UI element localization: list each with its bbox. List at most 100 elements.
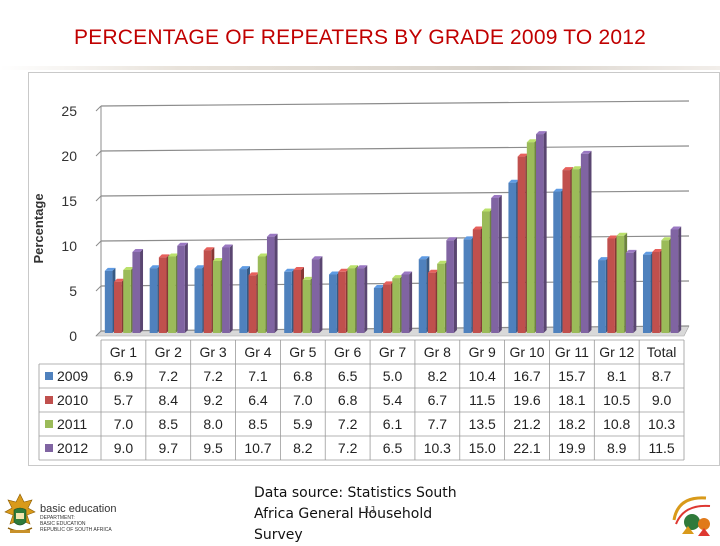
data-label: 7.0 <box>114 416 134 432</box>
data-label: 9.0 <box>114 440 134 456</box>
data-label: 22.1 <box>513 440 540 456</box>
bar <box>168 256 176 333</box>
bar <box>526 142 535 333</box>
bar-side <box>543 131 547 333</box>
x-tick-label: Gr 12 <box>599 344 634 360</box>
x-tick-label: Gr 5 <box>289 344 316 360</box>
gridline-depth <box>95 150 102 157</box>
x-tick-label: Gr 10 <box>510 344 545 360</box>
bar-top <box>508 179 520 183</box>
bar <box>553 191 561 333</box>
gridline-depth <box>95 285 102 292</box>
bar <box>132 252 141 333</box>
data-label: 7.2 <box>159 368 179 384</box>
x-tick-label: Gr 2 <box>155 344 182 360</box>
bar-top <box>616 232 628 236</box>
data-label: 8.7 <box>652 368 672 384</box>
bar <box>392 278 400 333</box>
x-tick-label: Gr 3 <box>199 344 226 360</box>
bar-top <box>248 272 260 276</box>
data-label: 10.8 <box>603 416 630 432</box>
bar <box>293 270 302 333</box>
x-tick-label: Gr 9 <box>469 344 496 360</box>
bar <box>266 236 275 333</box>
data-label: 10.3 <box>424 440 451 456</box>
data-label: 11.5 <box>648 440 674 456</box>
bar-side <box>229 244 233 333</box>
bar-top <box>642 251 654 255</box>
bar <box>203 250 212 333</box>
data-label: 7.0 <box>293 392 313 408</box>
bar-side <box>184 242 188 333</box>
y-tick-label: 20 <box>61 148 77 164</box>
data-label: 15.0 <box>469 440 496 456</box>
data-label: 21.2 <box>513 416 540 432</box>
bar-top <box>427 269 439 273</box>
bar-side <box>319 256 323 333</box>
data-label: 7.1 <box>248 368 268 384</box>
data-label: 18.1 <box>558 392 585 408</box>
legend-entry: 2009 <box>57 368 88 384</box>
bar-top <box>177 242 188 246</box>
bar <box>625 252 634 333</box>
page-number: 11 <box>364 505 377 516</box>
bar-top <box>437 260 448 264</box>
bar-top <box>392 275 403 279</box>
bar <box>123 270 131 333</box>
y-tick-label: 5 <box>69 283 77 299</box>
bar <box>652 252 660 333</box>
bar <box>446 240 454 333</box>
data-label: 9.2 <box>203 392 223 408</box>
gridline-depth <box>95 240 102 247</box>
data-label: 16.7 <box>513 368 540 384</box>
bar-top <box>383 281 394 285</box>
data-label: 8.5 <box>248 416 268 432</box>
legend-entry: 2011 <box>57 416 87 432</box>
chart: 0 5 10 15 20 25 Percentage Gr 1 Gr 2 Gr 3 Gr 4 Gr 5… <box>31 100 690 461</box>
y-axis-label: Percentage <box>31 193 46 263</box>
x-tick-label: Gr 8 <box>424 344 451 360</box>
data-label: 6.9 <box>114 368 134 384</box>
bar-top <box>463 236 475 240</box>
bar-side <box>140 249 144 333</box>
bar-top <box>284 268 295 272</box>
bar <box>329 274 337 333</box>
x-tick-label: Gr 4 <box>244 344 271 360</box>
bar-top <box>661 237 672 241</box>
gridline <box>100 100 690 107</box>
bar <box>562 170 571 333</box>
data-label: 13.5 <box>469 416 496 432</box>
bar-side <box>409 271 413 333</box>
bar <box>463 239 472 333</box>
bar-side <box>498 195 502 333</box>
bar <box>311 259 320 333</box>
data-label: 6.5 <box>383 440 403 456</box>
data-label: 8.1 <box>607 368 627 384</box>
legend-entry: 2010 <box>57 392 88 408</box>
department-subtitle-line: REPUBLIC OF SOUTH AFRICA <box>40 527 112 533</box>
bar-top <box>158 254 170 258</box>
data-label: 18.2 <box>558 416 585 432</box>
bar <box>437 263 445 333</box>
bar <box>616 235 625 333</box>
bar <box>536 134 544 333</box>
bar <box>598 260 606 333</box>
department-subtitle: Department: Basic Education REPUBLIC OF … <box>40 515 112 533</box>
bar <box>239 269 247 333</box>
bar-top <box>356 265 368 269</box>
bar-top <box>132 249 144 252</box>
bar-top <box>580 150 592 154</box>
y-tick-label: 10 <box>61 238 77 254</box>
data-label: 8.0 <box>203 416 223 432</box>
department-name: basic education <box>40 503 117 515</box>
bar-top <box>491 195 502 198</box>
bar <box>347 268 356 333</box>
data-label: 6.7 <box>428 392 448 408</box>
bar-top <box>517 153 529 157</box>
bar <box>418 259 427 333</box>
bar-top <box>526 139 538 143</box>
data-label: 5.4 <box>383 392 403 408</box>
data-label: 19.9 <box>558 440 585 456</box>
anniversary-logo <box>672 496 711 536</box>
data-label: 7.7 <box>428 416 448 432</box>
